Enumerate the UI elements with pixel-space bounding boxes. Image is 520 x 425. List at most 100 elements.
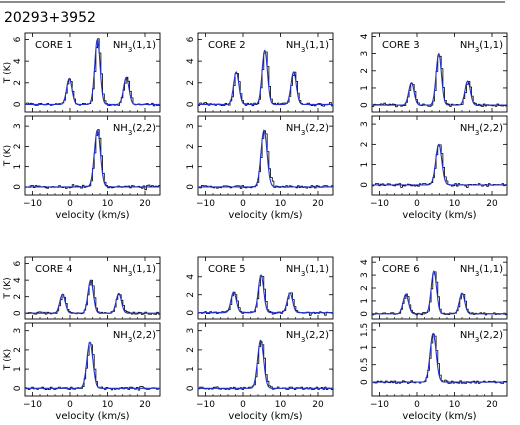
x-tick-label: 0 [240,400,246,410]
x-tick-label: 20 [486,199,498,209]
y-tick-label: 2 [186,80,196,86]
y-tick-label: 0 [186,184,196,190]
x-tick-label: −10 [23,400,42,410]
x-axis-label: velocity (km/s) [55,210,129,221]
transition-label-sub: 3 [128,336,132,344]
fit-curve [198,49,333,105]
x-tick-label: 10 [275,199,287,209]
core-label: CORE 6 [382,264,420,275]
x-tick-label: 0 [240,199,246,209]
transition-label: NH3(2,2) [460,123,503,137]
transition-label-main: NH [460,40,475,51]
fit-curve [25,129,160,188]
observed-spectrum [25,279,161,315]
spectrum-panel-3: 0 2 4 6 CORE 2 NH3(1,1) [186,32,334,113]
transition-label-levels: (1,1) [479,40,503,51]
transition-label: NH3(2,2) [113,330,156,344]
transition-label: NH3(1,1) [113,264,156,278]
transition-label-levels: (2,2) [305,123,329,134]
x-tick-label: 10 [449,199,461,209]
y-tick-label: 0 [13,184,23,190]
fit-curve [25,38,160,105]
y-tick-label: 2 [360,68,370,74]
y-tick-label: 3 [186,328,196,334]
fit-curve [25,341,160,389]
y-tick-label: 2 [13,144,23,150]
spectrum-panel-12: −10 0 10 20 0 0.5 1 1.5 NH3(2,2) velocity (km/s) [360,322,508,422]
x-tick-label: −10 [370,400,389,410]
y-tick-label: 2 [13,80,23,86]
y-tick-label: 2 [360,285,370,291]
y-tick-label: 2 [13,294,23,300]
x-tick-label: −10 [23,199,42,209]
y-tick-label: 6 [13,36,23,42]
x-tick-label: 20 [139,199,151,209]
fit-curve [372,270,507,315]
fit-curve [372,52,507,106]
core-label: CORE 1 [35,40,73,51]
transition-label-sub: 3 [475,336,479,344]
x-tick-label: 0 [67,400,73,410]
y-tick-label: 0 [186,101,196,107]
x-tick-label: −10 [196,199,215,209]
y-tick-label: 0 [360,379,370,385]
transition-label: NH3(2,2) [286,330,329,344]
y-tick-label: 4 [186,274,196,280]
y-tick-label: 4 [13,277,23,283]
y-tick-label: 6 [186,36,196,42]
y-tick-label: 1 [360,162,370,168]
transition-label-levels: (1,1) [305,40,329,51]
y-tick-label: 1 [360,85,370,91]
y-tick-label: 1 [360,344,370,350]
transition-label: NH3(1,1) [113,40,156,54]
transition-label-sub: 3 [475,129,479,137]
fit-curve [372,332,507,383]
transition-label-levels: (2,2) [132,330,156,341]
figure-title: 20293+3952 [4,10,96,26]
y-axis-label: T (K) [3,62,13,84]
y-tick-label: 3 [186,123,196,129]
transition-label-main: NH [460,123,475,134]
core-label: CORE 5 [208,264,246,275]
y-tick-label: 3 [13,123,23,129]
y-tick-label: 0 [360,311,370,317]
observed-spectrum [372,144,508,188]
y-tick-label: 6 [13,260,23,266]
observed-spectrum [198,341,334,390]
transition-label-sub: 3 [128,270,132,278]
y-tick-label: 4 [360,259,370,265]
fit-curve [198,274,333,314]
observed-spectrum [198,275,334,316]
x-axis-label: velocity (km/s) [402,210,476,221]
y-axis-label: T (K) [3,349,13,371]
y-tick-label: 1 [186,366,196,372]
x-axis-label: velocity (km/s) [228,210,302,221]
x-axis-label: velocity (km/s) [228,411,302,422]
x-axis-label: velocity (km/s) [55,411,129,422]
transition-label-main: NH [286,264,301,275]
observed-spectrum [372,333,508,384]
core-label: CORE 4 [35,264,73,275]
transition-label-main: NH [286,330,301,341]
x-tick-label: 0 [67,199,73,209]
y-tick-label: 1 [360,298,370,304]
y-tick-label: 0 [186,310,196,316]
transition-label-sub: 3 [128,46,132,54]
transition-label-levels: (2,2) [132,123,156,134]
transition-label-levels: (2,2) [479,330,503,341]
x-tick-label: 20 [139,400,151,410]
transition-label-main: NH [286,123,301,134]
x-tick-label: 0 [414,199,420,209]
y-tick-label: 4 [13,58,23,64]
transition-label-sub: 3 [128,129,132,137]
transition-label-sub: 3 [301,270,305,278]
x-tick-label: 20 [312,199,324,209]
y-tick-label: 3 [360,121,370,127]
transition-label-main: NH [113,123,128,134]
